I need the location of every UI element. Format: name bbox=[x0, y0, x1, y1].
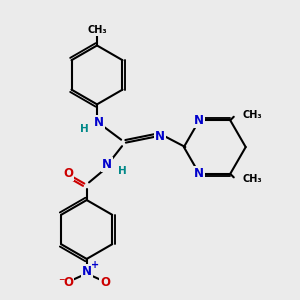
Text: H: H bbox=[118, 166, 126, 176]
Text: O: O bbox=[63, 167, 74, 180]
Text: O: O bbox=[63, 276, 74, 289]
Text: N: N bbox=[82, 265, 92, 278]
Text: H: H bbox=[80, 124, 89, 134]
Text: N: N bbox=[102, 158, 112, 171]
Text: CH₃: CH₃ bbox=[242, 174, 262, 184]
Text: CH₃: CH₃ bbox=[87, 25, 107, 35]
Text: CH₃: CH₃ bbox=[242, 110, 262, 120]
Text: +: + bbox=[92, 260, 100, 270]
Text: N: N bbox=[94, 116, 104, 128]
Text: N: N bbox=[194, 114, 204, 127]
Text: O: O bbox=[100, 276, 110, 289]
Text: N: N bbox=[155, 130, 165, 143]
Text: N: N bbox=[194, 167, 204, 180]
Text: ⁻: ⁻ bbox=[58, 276, 64, 289]
